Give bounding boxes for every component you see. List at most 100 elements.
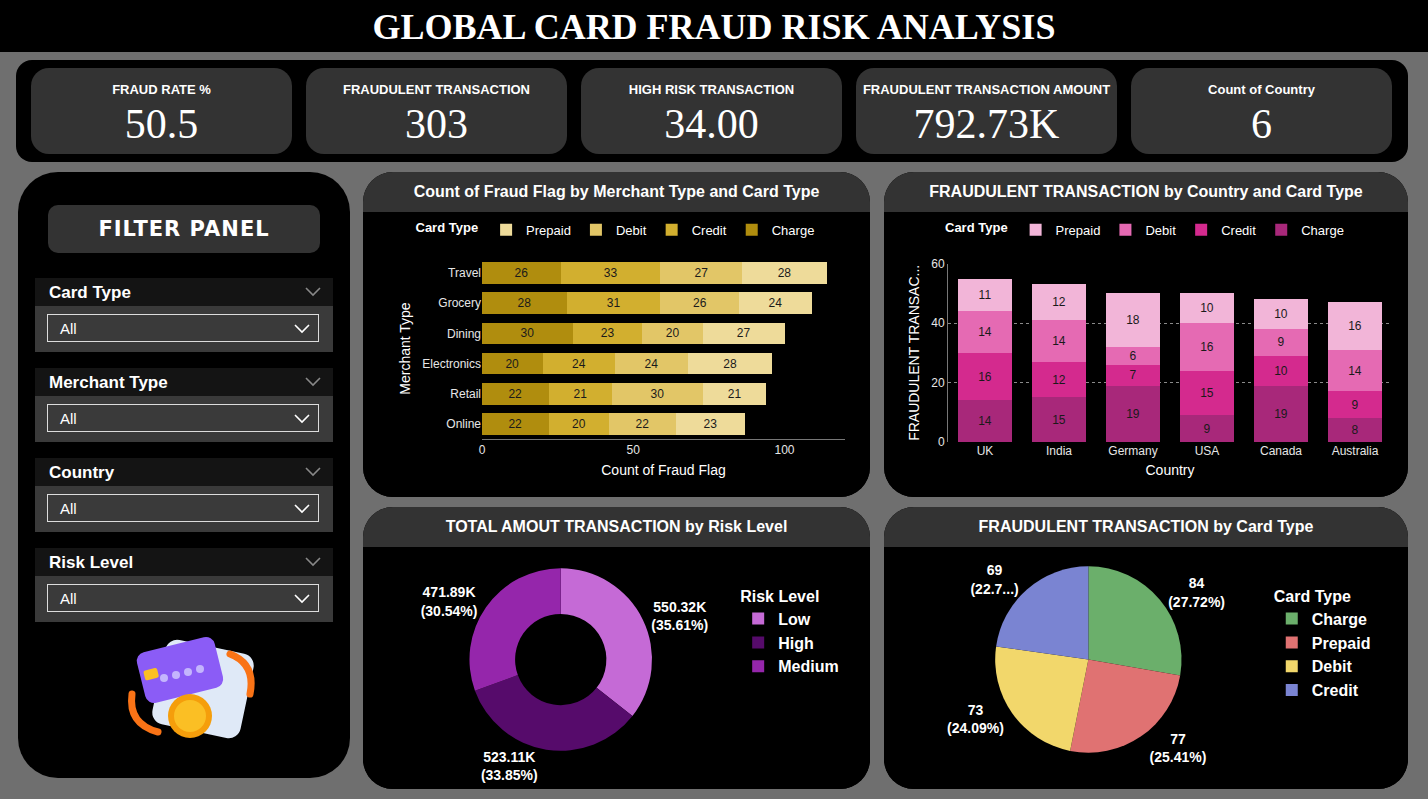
svg-text:23: 23 (601, 326, 615, 340)
svg-text:Grocery: Grocery (438, 296, 481, 310)
svg-text:100: 100 (774, 443, 794, 457)
svg-text:Credit: Credit (1312, 682, 1359, 699)
svg-text:Risk Level: Risk Level (740, 588, 819, 605)
svg-text:24: 24 (645, 357, 659, 371)
svg-text:24: 24 (769, 296, 783, 310)
svg-text:26: 26 (693, 296, 707, 310)
svg-text:10: 10 (1274, 364, 1288, 378)
svg-text:Credit: Credit (1221, 223, 1256, 238)
svg-text:Card Type: Card Type (945, 220, 1008, 235)
svg-text:24: 24 (572, 357, 586, 371)
svg-text:Prepaid: Prepaid (526, 223, 571, 238)
svg-text:Charge: Charge (1312, 611, 1367, 628)
svg-text:550.32K(35.61%): 550.32K(35.61%) (651, 599, 708, 633)
svg-text:16: 16 (978, 370, 992, 384)
svg-text:8: 8 (1352, 423, 1359, 437)
svg-text:Low: Low (778, 611, 811, 628)
svg-text:Prepaid: Prepaid (1056, 223, 1101, 238)
svg-text:26: 26 (514, 266, 528, 280)
svg-text:Travel: Travel (448, 266, 481, 280)
svg-text:Medium: Medium (778, 658, 838, 675)
svg-text:Australia: Australia (1332, 444, 1379, 458)
svg-text:12: 12 (1052, 295, 1066, 309)
svg-text:18: 18 (1126, 313, 1140, 327)
svg-text:77(25.41%): 77(25.41%) (1150, 731, 1207, 765)
svg-text:22: 22 (635, 417, 649, 431)
svg-text:84(27.72%): 84(27.72%) (1168, 575, 1225, 609)
svg-text:69(22.7...): 69(22.7...) (970, 562, 1018, 596)
svg-text:20: 20 (572, 417, 586, 431)
svg-text:19: 19 (1274, 407, 1288, 421)
svg-text:31: 31 (607, 296, 621, 310)
svg-text:28: 28 (723, 357, 737, 371)
svg-text:27: 27 (737, 326, 751, 340)
svg-text:Card Type: Card Type (416, 220, 479, 235)
svg-text:523.11K(33.85%): 523.11K(33.85%) (481, 749, 538, 783)
svg-text:14: 14 (1052, 334, 1066, 348)
svg-text:9: 9 (1352, 398, 1359, 412)
svg-text:FRAUDULENT TRANSAC...: FRAUDULENT TRANSAC... (906, 265, 922, 441)
svg-text:60: 60 (931, 257, 945, 271)
svg-text:11: 11 (979, 288, 992, 302)
svg-text:28: 28 (778, 266, 792, 280)
svg-text:Debit: Debit (1312, 658, 1353, 675)
svg-text:20: 20 (666, 326, 680, 340)
svg-text:30: 30 (651, 387, 665, 401)
svg-text:20: 20 (931, 376, 945, 390)
svg-text:Canada: Canada (1260, 444, 1302, 458)
svg-text:0: 0 (938, 435, 945, 449)
svg-text:Card Type: Card Type (1274, 588, 1351, 605)
svg-text:7: 7 (1130, 368, 1137, 382)
svg-text:9: 9 (1204, 422, 1211, 436)
svg-text:20: 20 (505, 357, 519, 371)
svg-text:16: 16 (1200, 340, 1214, 354)
html-text:34.00: 34.00 (664, 101, 759, 147)
svg-text:Prepaid: Prepaid (1312, 635, 1371, 652)
svg-text:Debit: Debit (616, 223, 647, 238)
svg-text:Germany: Germany (1108, 444, 1157, 458)
svg-text:22: 22 (508, 417, 522, 431)
svg-text:Dining: Dining (447, 327, 481, 341)
html-text:50.5: 50.5 (124, 101, 199, 147)
svg-text:12: 12 (1052, 373, 1066, 387)
svg-text:Electronics: Electronics (422, 357, 481, 371)
svg-text:India: India (1046, 444, 1072, 458)
svg-text:21: 21 (573, 387, 587, 401)
svg-text:28: 28 (518, 296, 532, 310)
svg-text:9: 9 (1278, 335, 1285, 349)
svg-text:0: 0 (479, 443, 486, 457)
svg-text:Online: Online (446, 417, 481, 431)
svg-text:Charge: Charge (1301, 223, 1344, 238)
svg-text:471.89K(30.54%): 471.89K(30.54%) (421, 584, 478, 618)
svg-text:40: 40 (931, 316, 945, 330)
svg-text:10: 10 (1274, 307, 1288, 321)
svg-text:15: 15 (1200, 386, 1214, 400)
svg-text:15: 15 (1052, 413, 1066, 427)
svg-text:14: 14 (978, 325, 992, 339)
svg-text:Charge: Charge (772, 223, 815, 238)
svg-text:10: 10 (1200, 301, 1214, 315)
svg-text:14: 14 (1348, 364, 1362, 378)
svg-text:23: 23 (704, 417, 718, 431)
svg-text:22: 22 (508, 387, 522, 401)
svg-text:19: 19 (1126, 407, 1140, 421)
svg-text:33: 33 (604, 266, 618, 280)
svg-text:High: High (778, 635, 814, 652)
svg-text:USA: USA (1195, 444, 1220, 458)
svg-text:Count of Fraud Flag: Count of Fraud Flag (601, 462, 726, 478)
svg-text:Debit: Debit (1145, 223, 1176, 238)
svg-text:Country: Country (1145, 462, 1194, 478)
svg-text:30: 30 (521, 326, 535, 340)
svg-text:Retail: Retail (450, 387, 481, 401)
svg-text:16: 16 (1348, 319, 1362, 333)
svg-text:UK: UK (977, 444, 994, 458)
svg-text:73(24.09%): 73(24.09%) (947, 702, 1004, 736)
svg-text:6: 6 (1130, 349, 1137, 363)
html-text:303: 303 (405, 101, 468, 147)
svg-text:Merchant Type: Merchant Type (397, 302, 413, 395)
svg-text:27: 27 (694, 266, 708, 280)
svg-text:Credit: Credit (692, 223, 727, 238)
svg-text:50: 50 (627, 443, 641, 457)
svg-text:14: 14 (978, 414, 992, 428)
svg-text:21: 21 (728, 387, 742, 401)
